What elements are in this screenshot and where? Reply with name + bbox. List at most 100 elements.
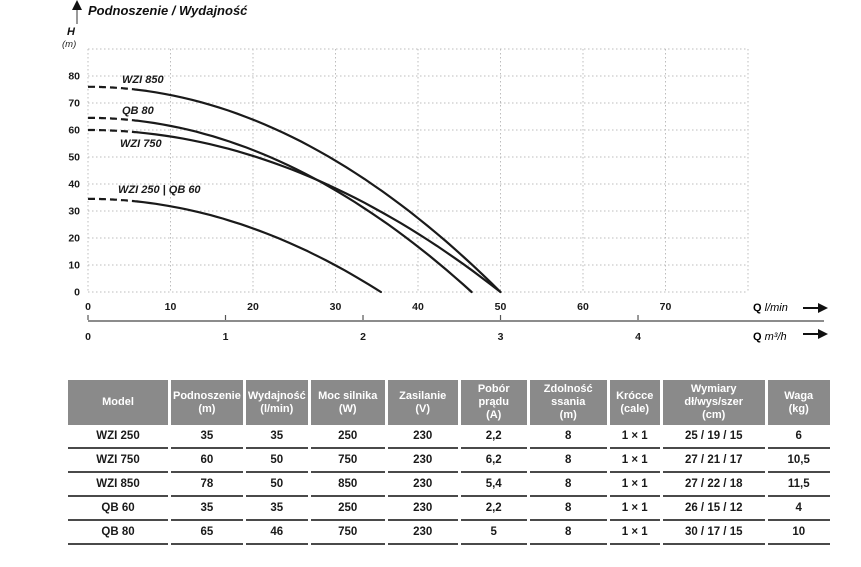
table-header-cell: Moc silnika (W) — [310, 380, 385, 425]
table-cell: 78 — [171, 473, 243, 497]
table-cell: 35 — [171, 425, 243, 449]
y-tick-label: 40 — [68, 179, 80, 191]
spec-table-header: Model Podnoszenie (m) Wydajność (l/min) Moc s… — [68, 380, 830, 425]
table-cell: 5,4 — [460, 473, 527, 497]
table-cell: 27 / 22 / 18 — [662, 473, 765, 497]
table-row: QB 60 35 35 250 230 2,2 8 1 × 1 26 / 15 / 12 4 — [68, 497, 830, 521]
m3h-tick-label: 4 — [635, 331, 641, 343]
table-cell: 8 — [529, 497, 607, 521]
table-cell: 230 — [387, 473, 458, 497]
x-tick-label: 20 — [247, 301, 259, 313]
table-header-unit: (V) — [415, 402, 431, 415]
m3h-tick-label: 0 — [85, 331, 91, 343]
x-axis-lmin-label: Q l/min — [753, 302, 788, 314]
table-cell: 10 — [767, 521, 830, 545]
table-cell: 8 — [529, 521, 607, 545]
table-cell: 25 / 19 / 15 — [662, 425, 765, 449]
table-header-cell: Pobór prądu (A) — [460, 380, 527, 425]
table-cell: 1 × 1 — [609, 473, 660, 497]
table-header-cell: Zasilanie (V) — [387, 380, 458, 425]
table-cell: 27 / 21 / 17 — [662, 449, 765, 473]
chart-title: Podnoszenie / Wydajność — [88, 3, 248, 18]
table-cell: 230 — [387, 497, 458, 521]
x-tick-label: 10 — [165, 301, 177, 313]
table-cell: 230 — [387, 425, 458, 449]
table-header-cell: Wymiary dł/wys/szer (cm) — [662, 380, 765, 425]
curve-label: WZI 850 — [122, 74, 164, 86]
table-cell: 10,5 — [767, 449, 830, 473]
y-axis-unit: (m) — [62, 39, 77, 50]
table-cell: 6 — [767, 425, 830, 449]
x-tick-label: 60 — [577, 301, 589, 313]
table-header-cell: Podnoszenie (m) — [171, 380, 243, 425]
y-tick-label: 70 — [68, 98, 80, 110]
table-header-unit: (m) — [559, 409, 577, 421]
table-header-unit: (cale) — [620, 402, 650, 415]
x-tick-label: 50 — [495, 301, 507, 313]
table-header-unit: (m) — [198, 402, 216, 415]
table-cell: 4 — [767, 497, 830, 521]
table-header-label: Wymiary dł/wys/szer — [684, 383, 744, 408]
table-cell: 1 × 1 — [609, 521, 660, 545]
x-axis-m3h-label: Q m³/h — [753, 331, 787, 343]
pump-curve-dashed-start — [87, 197, 138, 203]
pump-curve-dashed-start — [88, 85, 138, 91]
x-tick-label: 70 — [660, 301, 672, 313]
table-header-unit: (cm) — [702, 409, 726, 421]
y-axis-symbol: H — [67, 26, 75, 38]
table-cell: 750 — [310, 449, 385, 473]
table-cell: 1 × 1 — [609, 497, 660, 521]
table-header-cell: Model — [68, 380, 168, 425]
spec-table-header-row: Model Podnoszenie (m) Wydajność (l/min) Moc s… — [68, 380, 830, 425]
table-header-label: Zasilanie — [399, 389, 447, 402]
m3h-arrow-icon — [818, 329, 828, 339]
curve-label: WZI 250 | QB 60 — [118, 184, 201, 196]
table-cell: 46 — [245, 521, 308, 545]
m3h-tick-label: 3 — [498, 331, 504, 343]
table-cell: 35 — [171, 497, 243, 521]
table-cell: 1 × 1 — [609, 449, 660, 473]
table-header-label: Podnoszenie — [173, 389, 241, 402]
table-cell: 850 — [310, 473, 385, 497]
table-cell: 11,5 — [767, 473, 830, 497]
pump-curve — [136, 119, 473, 294]
table-row: WZI 850 78 50 850 230 5,4 8 1 × 1 27 / 22 / 18 11… — [68, 473, 830, 497]
table-header-cell: Zdolność ssania (m) — [529, 380, 607, 425]
table-cell-model: WZI 250 — [68, 425, 168, 449]
table-cell-model: WZI 850 — [68, 473, 168, 497]
pump-curve — [136, 88, 502, 294]
table-cell: 6,2 — [460, 449, 527, 473]
h-axis-arrow-icon — [72, 0, 82, 10]
table-cell-model: WZI 750 — [68, 449, 168, 473]
table-cell-model: QB 60 — [68, 497, 168, 521]
pump-curve-dashed-start — [87, 116, 138, 122]
table-cell: 50 — [245, 473, 308, 497]
table-cell: 5 — [460, 521, 527, 545]
table-header-cell: Waga (kg) — [767, 380, 830, 425]
pump-performance-chart: 0 10 20 30 40 50 60 70 80 0 10 20 30 40 50 60 70 Q l/min 0… — [62, 0, 828, 343]
y-tick-label: 30 — [68, 206, 80, 218]
table-cell: 26 / 15 / 12 — [662, 497, 765, 521]
table-header-label: Moc silnika — [318, 389, 378, 402]
y-tick-label: 80 — [68, 71, 80, 83]
m3h-tick-label: 1 — [223, 331, 229, 343]
x-tick-label: 0 — [85, 301, 91, 313]
table-cell: 2,2 — [460, 497, 527, 521]
table-cell: 8 — [529, 425, 607, 449]
table-header-cell: Wydajność (l/min) — [245, 380, 308, 425]
table-cell: 250 — [310, 497, 385, 521]
x-tick-label: 30 — [330, 301, 342, 313]
pump-curve — [136, 131, 502, 294]
y-tick-label: 50 — [68, 152, 80, 164]
table-header-label: Waga — [784, 389, 814, 402]
chart-canvas: 0 10 20 30 40 50 60 70 80 0 10 20 30 40 50 60 70 Q l/min 0… — [68, 0, 828, 343]
table-header-unit: (kg) — [788, 402, 809, 415]
y-tick-label: 20 — [68, 233, 80, 245]
y-tick-label: 0 — [74, 287, 80, 299]
curve-label: WZI 750 — [120, 138, 162, 150]
table-cell: 750 — [310, 521, 385, 545]
y-tick-label: 10 — [68, 260, 80, 272]
table-header-label: Model — [102, 396, 134, 408]
table-cell: 50 — [245, 449, 308, 473]
